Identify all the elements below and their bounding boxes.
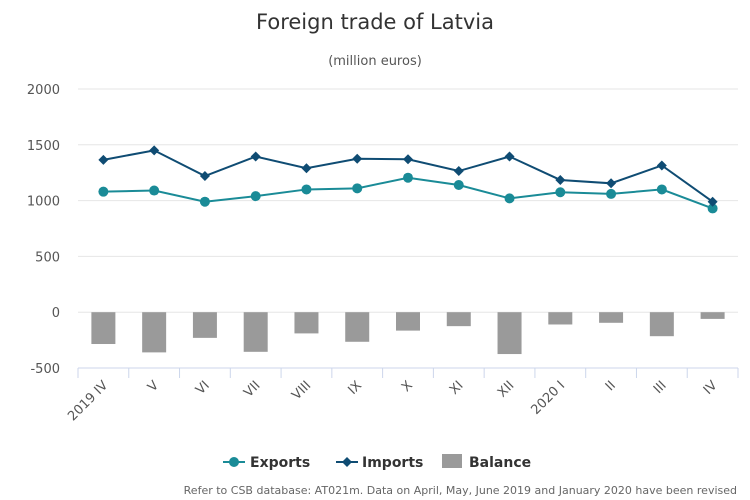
y-tick-label: 1500 <box>27 139 60 154</box>
legend-item-balance[interactable]: Balance <box>442 454 531 471</box>
point-imports-xii[interactable] <box>504 151 515 162</box>
bar-balance-xii[interactable] <box>497 312 522 355</box>
x-tick-label: 2019 IV <box>65 378 111 424</box>
chart-title: Foreign trade of Latvia <box>256 10 494 34</box>
point-exports-iii[interactable] <box>656 184 667 195</box>
balance-bars <box>91 312 725 355</box>
legend-label-imports: Imports <box>362 455 423 471</box>
x-tick-label: VII <box>241 378 263 400</box>
y-tick-label: 2000 <box>27 83 60 98</box>
point-exports-x[interactable] <box>403 172 413 183</box>
legend: Exports Imports Balance <box>223 454 531 471</box>
point-imports-2019-iv[interactable] <box>98 154 109 165</box>
point-imports-iii[interactable] <box>656 160 667 171</box>
point-exports-xi[interactable] <box>453 179 464 190</box>
footnote: Refer to CSB database: AT021m. Data on A… <box>184 484 737 497</box>
point-exports-v[interactable] <box>149 185 160 196</box>
x-tick-label: V <box>145 378 162 395</box>
point-exports-2019-iv[interactable] <box>98 186 109 197</box>
x-tick-label: XII <box>495 378 517 400</box>
bar-balance-xi[interactable] <box>446 312 471 327</box>
x-tick-label: IV <box>701 378 721 398</box>
point-imports-xi[interactable] <box>453 166 464 177</box>
bar-balance-ix[interactable] <box>345 312 370 342</box>
point-imports-iv[interactable] <box>707 196 718 207</box>
x-axis-labels: 2019 IV V VI VII VIII IX X XI XII 2020 I II III IV <box>65 378 720 424</box>
point-exports-viii[interactable] <box>301 184 312 195</box>
x-tick-label: VI <box>193 378 213 398</box>
bar-balance-iii[interactable] <box>649 312 674 337</box>
legend-item-imports[interactable]: Imports <box>336 455 423 471</box>
point-exports-xii[interactable] <box>504 193 515 204</box>
bar-balance-v[interactable] <box>142 312 167 353</box>
x-tick-label: XI <box>447 378 467 398</box>
point-imports-ix[interactable] <box>352 153 363 164</box>
point-imports-x[interactable] <box>403 154 413 165</box>
x-tick-label: VIII <box>289 378 314 403</box>
series-markers <box>98 145 718 214</box>
bar-balance-2019-iv[interactable] <box>91 312 116 345</box>
point-imports-2020-i[interactable] <box>555 174 566 185</box>
point-imports-vi[interactable] <box>199 171 210 182</box>
point-exports-vi[interactable] <box>199 196 210 207</box>
x-tick-label: II <box>603 378 619 394</box>
legend-item-exports[interactable]: Exports <box>223 455 310 471</box>
point-imports-vii[interactable] <box>250 151 261 162</box>
x-tick-label: III <box>651 378 670 397</box>
bar-balance-x[interactable] <box>396 312 420 331</box>
y-tick-label: 500 <box>35 250 60 265</box>
y-tick-label: 0 <box>52 306 60 321</box>
y-tick-label: -500 <box>30 362 60 377</box>
x-tick-label: IX <box>345 378 365 398</box>
y-tick-label: 1000 <box>27 195 60 210</box>
legend-label-exports: Exports <box>250 455 310 471</box>
point-exports-2020-i[interactable] <box>555 187 566 198</box>
bar-balance-vii[interactable] <box>243 312 268 352</box>
bar-balance-2020-i[interactable] <box>548 312 573 325</box>
point-exports-vii[interactable] <box>250 191 261 202</box>
x-axis <box>77 367 739 378</box>
point-exports-ii[interactable] <box>606 188 617 199</box>
point-imports-viii[interactable] <box>301 163 312 174</box>
x-tick-label: 2020 I <box>528 378 568 418</box>
x-tick-label: X <box>399 378 416 395</box>
bar-balance-iv[interactable] <box>700 312 725 319</box>
point-exports-iv[interactable] <box>707 203 718 214</box>
legend-label-balance: Balance <box>469 455 531 471</box>
point-imports-v[interactable] <box>149 145 160 156</box>
bar-balance-viii[interactable] <box>294 312 319 334</box>
point-imports-ii[interactable] <box>606 178 617 189</box>
y-axis-labels: -500 0 500 1000 1500 2000 <box>27 83 60 377</box>
bar-balance-vi[interactable] <box>192 312 217 338</box>
bar-balance-ii[interactable] <box>599 312 624 323</box>
chart-subtitle: (million euros) <box>328 54 422 69</box>
point-exports-ix[interactable] <box>352 183 363 194</box>
